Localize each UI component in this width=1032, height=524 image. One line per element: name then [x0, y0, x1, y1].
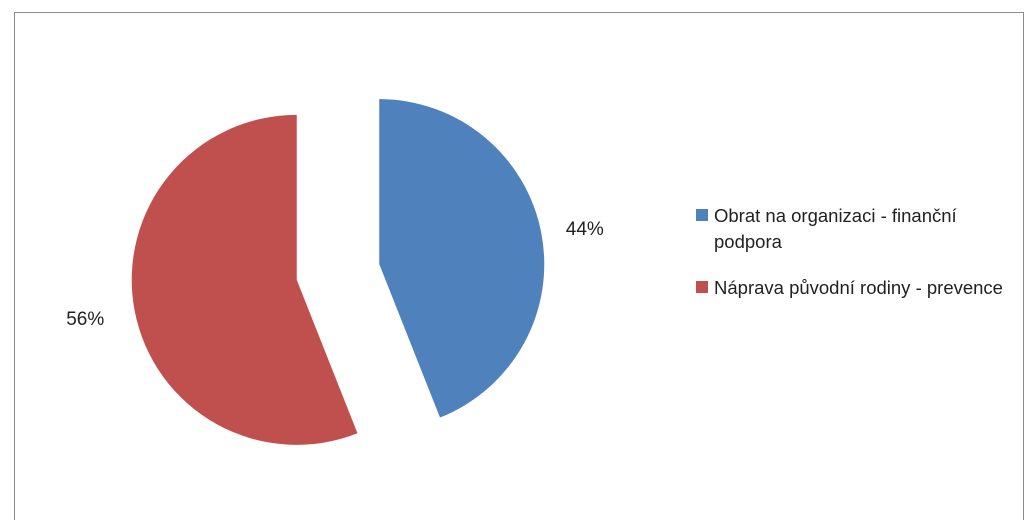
pie-slice-1	[131, 114, 358, 445]
legend-item-1: Náprava původní rodiny - prevence	[696, 275, 1006, 301]
legend-item-0: Obrat na organizaci - finanční podpora	[696, 203, 1006, 255]
legend-label-0: Obrat na organizaci - finanční podpora	[714, 205, 957, 252]
legend-swatch-1	[696, 281, 708, 293]
pie-slice-0	[379, 99, 545, 418]
pie-value-label-1: 56%	[66, 309, 104, 330]
pie-slices	[131, 99, 545, 445]
pie-value-labels: 44% 56%	[66, 219, 604, 330]
pie-value-label-0: 44%	[566, 219, 604, 240]
legend-swatch-0	[696, 209, 708, 221]
chart-legend: Obrat na organizaci - finanční podpora N…	[696, 203, 1006, 321]
legend-label-1: Náprava původní rodiny - prevence	[714, 277, 1003, 298]
